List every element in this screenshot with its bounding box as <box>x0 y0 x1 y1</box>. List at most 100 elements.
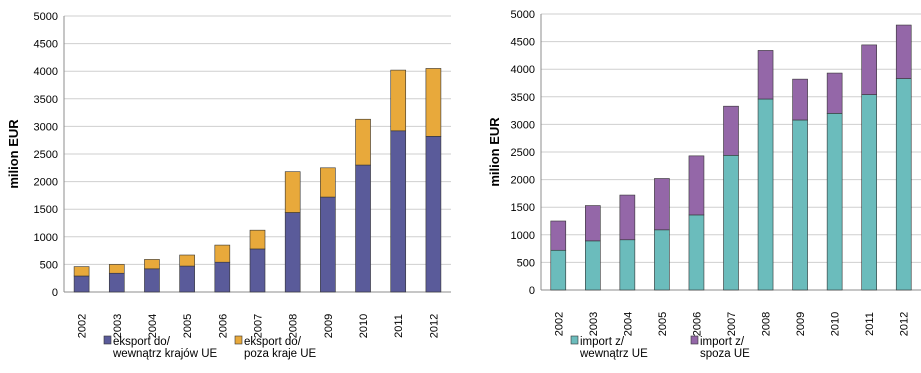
bar-2012-series-1 <box>895 78 912 291</box>
x-tick-label: 2007 <box>253 314 265 338</box>
bar-2003-series-2 <box>108 264 125 274</box>
y-tick-label: 4500 <box>511 37 535 49</box>
x-tick-label: 2003 <box>588 312 600 336</box>
bar-2006-series-1 <box>688 214 705 291</box>
bar-2004-series-2 <box>619 194 636 241</box>
legend-label: wewnątrz krajów UE <box>112 348 217 360</box>
bar-2009-series-2 <box>792 78 808 121</box>
bar-2012-series-2 <box>895 24 912 79</box>
bar-2002-series-1 <box>73 275 90 293</box>
y-tick-label: 1000 <box>34 232 58 244</box>
x-tick-label: 2008 <box>288 314 300 338</box>
bar-2009-series-2 <box>320 167 336 198</box>
bar-2006-series-2 <box>214 244 231 263</box>
x-tick-label: 2012 <box>899 312 911 336</box>
bar-2003-series-1 <box>585 240 601 291</box>
x-tick-label: 2009 <box>795 312 807 336</box>
x-tick-label: 2007 <box>726 312 738 336</box>
bar-2005-series-1 <box>654 229 670 291</box>
bar-2008-series-1 <box>757 98 774 291</box>
bar-2010-series-1 <box>826 113 843 291</box>
legend-label: eksport do/ <box>113 336 171 348</box>
x-tick-label: 2006 <box>217 314 229 338</box>
legend-label: poza kraje UE <box>244 348 317 360</box>
bar-2007-series-1 <box>249 248 266 293</box>
bar-2008-series-2 <box>757 50 774 100</box>
bar-2012-series-1 <box>425 136 442 293</box>
x-tick-label: 2011 <box>393 314 405 338</box>
bar-2011-series-1 <box>390 130 407 293</box>
bar-2004-series-1 <box>619 239 636 291</box>
y-tick-label: 0 <box>52 287 58 299</box>
x-tick-label: 2010 <box>358 314 370 338</box>
y-tick-label: 4000 <box>511 64 535 76</box>
y-tick-label: 3000 <box>511 119 535 131</box>
legend-swatch <box>103 335 112 345</box>
legend-swatch <box>234 335 243 345</box>
x-tick-label: 2004 <box>147 314 159 338</box>
x-tick-label: 2005 <box>657 312 669 336</box>
bar-2010-series-1 <box>355 164 371 293</box>
y-tick-label: 1500 <box>511 202 535 214</box>
bar-2006-series-1 <box>214 261 231 293</box>
bar-2012-series-2 <box>425 68 442 137</box>
y-tick-label: 4500 <box>34 39 58 51</box>
y-tick-label: 4000 <box>34 66 58 78</box>
legend-swatch <box>570 335 579 345</box>
x-tick-label: 2008 <box>761 312 773 336</box>
bar-2005-series-2 <box>179 254 195 267</box>
bar-2010-series-2 <box>355 118 371 166</box>
x-tick-label: 2004 <box>622 312 634 336</box>
bar-2005-series-2 <box>654 178 670 231</box>
x-tick-label: 2003 <box>112 314 124 338</box>
y-tick-label: 2000 <box>511 175 535 187</box>
bar-2002-series-1 <box>550 249 567 291</box>
y-tick-label: 2500 <box>34 149 58 161</box>
legend-label: import z/ <box>580 336 625 348</box>
y-tick-label: 3500 <box>34 94 58 106</box>
legend-swatch <box>690 335 699 345</box>
bar-2007-series-2 <box>249 229 266 250</box>
x-tick-label: 2012 <box>428 314 440 338</box>
x-tick-label: 2006 <box>691 312 703 336</box>
bar-2004-series-2 <box>144 259 160 270</box>
bar-2007-series-1 <box>723 155 739 291</box>
legend-label: import z/ <box>700 336 745 348</box>
bar-2003-series-2 <box>585 205 601 242</box>
y-tick-label: 2500 <box>511 147 535 159</box>
x-tick-label: 2009 <box>323 314 335 338</box>
bar-2008-series-2 <box>284 171 301 213</box>
bar-2006-series-2 <box>688 155 705 216</box>
y-tick-label: 1000 <box>511 230 535 242</box>
bar-2011-series-1 <box>861 94 877 291</box>
y-tick-label: 500 <box>40 259 58 271</box>
bar-2004-series-1 <box>144 268 160 293</box>
y-tick-label: 0 <box>529 285 535 297</box>
bar-2009-series-1 <box>320 196 336 293</box>
x-tick-label: 2002 <box>77 314 89 338</box>
y-tick-label: 500 <box>517 257 535 269</box>
y-tick-label: 5000 <box>34 11 58 23</box>
y-tick-label: 3000 <box>34 121 58 133</box>
bar-2009-series-1 <box>792 119 808 291</box>
y-axis-title: milion EUR <box>487 117 502 187</box>
x-tick-label: 2002 <box>553 312 565 336</box>
x-tick-label: 2011 <box>864 312 876 336</box>
x-tick-label: 2010 <box>830 312 842 336</box>
bar-2002-series-2 <box>550 220 567 251</box>
bar-2002-series-2 <box>73 266 90 277</box>
y-tick-label: 2000 <box>34 177 58 189</box>
bar-2010-series-2 <box>826 72 843 114</box>
legend-label: eksport do/ <box>244 336 302 348</box>
y-axis-title: milion EUR <box>6 119 21 189</box>
legend-label: spoza UE <box>700 348 750 360</box>
bar-2008-series-1 <box>284 212 301 293</box>
legend-label: wewnątrz UE <box>579 348 648 360</box>
bar-2011-series-2 <box>390 69 407 132</box>
bar-2003-series-1 <box>108 272 125 293</box>
x-tick-label: 2005 <box>182 314 194 338</box>
bar-2005-series-1 <box>179 265 195 293</box>
bar-2007-series-2 <box>723 105 739 156</box>
y-tick-label: 3500 <box>511 92 535 104</box>
